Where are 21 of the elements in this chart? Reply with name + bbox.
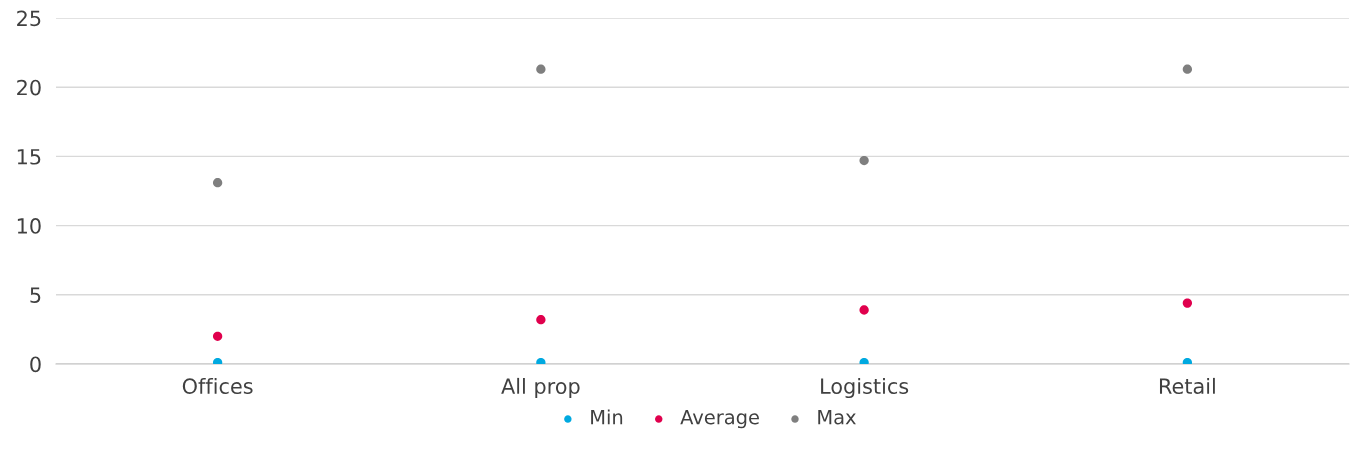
y-tick-label: 15 — [17, 149, 41, 165]
y-tick-label: 0 — [30, 356, 41, 373]
point — [212, 331, 223, 341]
point — [1182, 298, 1193, 308]
legend-label: Average — [680, 410, 759, 429]
point — [212, 178, 223, 188]
y-tick-label: 5 — [30, 287, 41, 304]
y-tick-label: 25 — [17, 10, 41, 27]
y-tick-label: 20 — [17, 79, 41, 96]
point — [859, 305, 869, 315]
x-tick-label: Retail — [1159, 377, 1215, 395]
x-tick-label: All prop — [501, 377, 580, 399]
x-tick-label: Offices — [182, 377, 253, 395]
point — [536, 315, 546, 325]
x-tick-label: Logistics — [821, 377, 909, 399]
point — [859, 155, 869, 166]
legend-label: Max — [818, 410, 856, 425]
legend-label: Min — [591, 409, 623, 425]
point — [536, 64, 546, 74]
point — [1182, 64, 1193, 74]
y-tick-label: 10 — [17, 218, 41, 234]
